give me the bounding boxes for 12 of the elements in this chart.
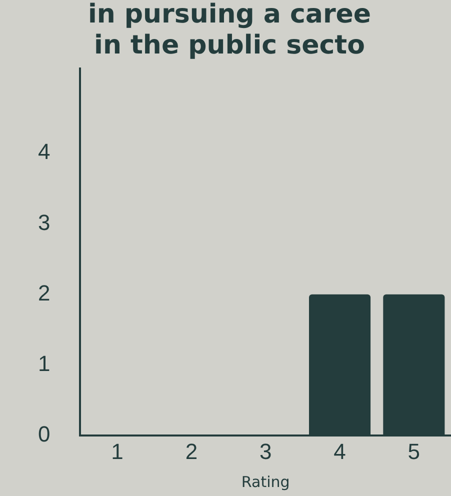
x-tick-label: 2 <box>185 438 198 464</box>
y-tick-label: 0 <box>38 422 50 447</box>
y-tick-label: 2 <box>38 280 50 306</box>
x-tick-label: 1 <box>111 438 124 464</box>
chart-title: in pursuing a caree in the public secto <box>88 0 372 61</box>
x-tick-label: 4 <box>334 438 346 464</box>
x-tick-label: 5 <box>408 438 420 464</box>
x-tick-label: 3 <box>259 438 272 464</box>
y-tick-label: 1 <box>38 351 50 376</box>
y-tick-label: 3 <box>38 210 50 235</box>
y-tick-label: 4 <box>38 139 50 164</box>
x-axis-title: Rating <box>241 472 290 491</box>
